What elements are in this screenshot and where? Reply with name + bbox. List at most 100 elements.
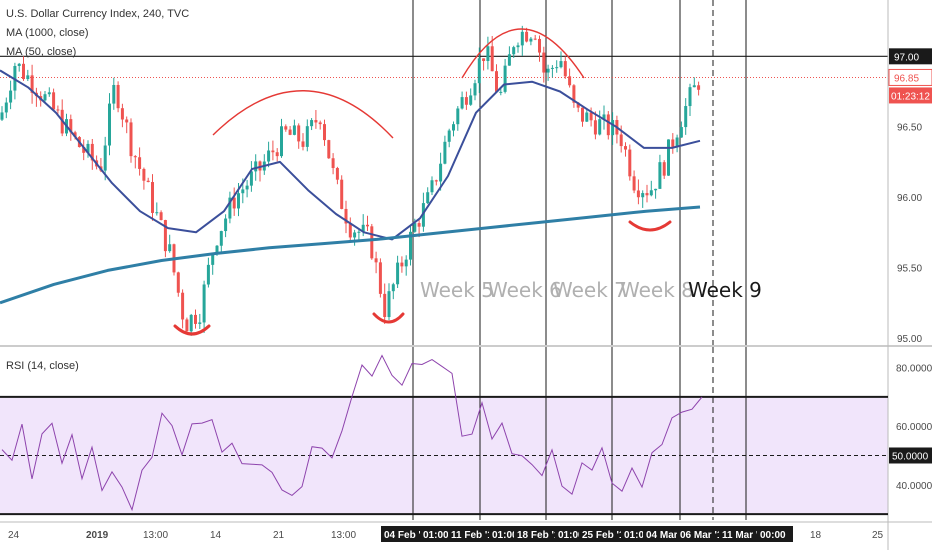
candle-body [482,58,486,62]
candle [228,191,232,224]
candle [593,111,597,140]
legend-ma50[interactable]: MA (50, close) [6,46,77,58]
candle-body [490,46,494,72]
candle-body [572,85,576,103]
candle [473,79,477,101]
candle-body [662,162,666,176]
week-label: Week 8 [620,278,694,302]
candle-body [133,156,137,158]
candle [249,161,253,192]
candle-body [168,244,172,252]
candle-body [206,264,210,285]
candle-body [310,120,314,127]
candle [348,217,352,241]
candle [370,223,374,260]
candle [434,179,438,186]
candle-body [284,126,288,130]
candle [318,120,322,130]
candle-body [323,124,326,141]
time-tick: 25 [872,530,884,541]
candle [396,255,400,289]
time-tick: 11 Mar '19 [722,530,770,541]
candle-body [550,67,554,69]
candle-body [181,292,185,320]
candle-body [318,122,322,125]
rsi-mid-box [889,447,932,464]
candle-body [589,112,593,121]
candle [503,58,507,94]
ma1000-line [0,205,701,305]
candle-body [692,85,696,88]
legend-ma1000[interactable]: MA (1000, close) [6,27,89,39]
candle [581,107,584,127]
candle-body [417,223,421,227]
candle-body [280,126,283,157]
candle [529,36,533,46]
candle-body [125,119,129,123]
candle [30,64,34,104]
candle [146,177,150,183]
candle [310,118,314,131]
candle [602,105,606,130]
candle [314,109,318,129]
candle [443,135,447,165]
candle-body [559,61,563,68]
candle-body [404,259,408,267]
candle-body [86,143,90,153]
candle-body [654,188,658,191]
candle [43,91,47,103]
candle-body [542,52,546,73]
candle [452,121,455,137]
candle [155,202,159,216]
candle-body [370,226,374,259]
candle [495,64,498,93]
time-tick-box [757,526,793,542]
time-tick: 04 Feb '19 [384,530,432,541]
candle [383,283,387,324]
candle [507,46,511,66]
candle-body [335,168,339,180]
candle-body [585,112,589,122]
candle-body [568,76,572,86]
candle-body [0,112,4,120]
legend-rsi[interactable]: RSI (14, close) [6,360,79,372]
ma50-line [0,69,701,241]
candle [606,111,610,140]
price-tick: 96.00 [897,193,922,204]
candle [202,280,206,333]
time-tick: 13:00 [331,530,356,541]
head-arc-left [212,90,394,139]
candle [305,119,309,152]
candle-body [525,31,529,42]
candle-body [602,114,606,120]
candle [275,148,279,162]
candle-body [452,124,455,131]
candle-body [611,120,615,136]
candle [538,35,541,62]
candle-body [624,146,627,150]
candle-body [90,143,94,161]
candle [546,64,550,81]
time-tick: 14 [210,530,222,541]
candle-body [297,125,301,142]
candle-body [353,232,357,238]
chart-title: U.S. Dollar Currency Index, 240, TVC [6,8,190,20]
candle-body [151,182,154,213]
candle-body [378,262,382,294]
last-price-label: 96.85 [894,73,919,84]
candle [490,35,494,72]
candle [671,133,675,154]
candle-body [254,161,258,172]
candle [486,36,490,70]
candle-body [288,129,292,135]
candle [292,119,296,136]
candle [206,257,210,288]
week-label: Week 6 [488,278,562,302]
candle [559,51,563,69]
candle [168,234,172,253]
candle-body [267,150,271,162]
candle-body [146,180,150,183]
candle-body [606,114,610,136]
